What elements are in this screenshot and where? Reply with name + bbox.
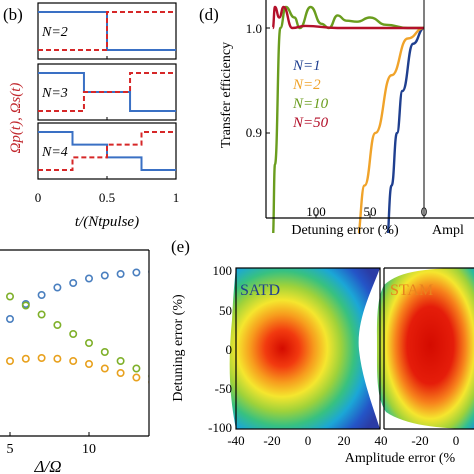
panel-e-xtick: -40 — [227, 433, 244, 448]
panel-d-xticks: 100 50 0 — [306, 204, 427, 219]
series-line-n-10 — [272, 5, 424, 233]
scatter-point — [132, 364, 141, 373]
series-line-n-1 — [386, 26, 425, 233]
omega-p-line — [38, 72, 176, 112]
panel-c-xtick: 5 — [7, 442, 14, 457]
legend-entry: N=2 — [292, 77, 321, 93]
panel-e-maps — [229, 268, 474, 429]
scatter-point — [116, 356, 125, 365]
panel-e-ytick: 50 — [219, 303, 232, 318]
panel-e-ytick: -50 — [215, 381, 232, 396]
scatter-point — [100, 347, 109, 356]
panel-d: (d) Transfer efficiency 1.0 0.9 100 50 0… — [199, 0, 474, 238]
scatter-point — [148, 379, 149, 385]
panel-e-xticks: -40 -20 0 20 40 -20 0 — [227, 433, 459, 448]
series-line-n-2 — [357, 26, 425, 233]
panel-e-xtick: 0 — [453, 433, 460, 448]
panel-b-xtick: 1 — [173, 190, 180, 205]
scatter-point — [85, 359, 94, 368]
panel-e-xtick: -20 — [411, 433, 428, 448]
scatter-point — [6, 314, 15, 323]
scatter-point — [85, 274, 94, 283]
panel-b-row-label: N=2 — [41, 25, 68, 40]
scatter-point — [148, 269, 149, 275]
scatter-point — [132, 373, 141, 382]
panel-b-row-label: N=3 — [41, 86, 68, 101]
panel-d-series — [271, 5, 425, 233]
scatter-point — [69, 329, 78, 338]
panel-e-yticks: 100 50 0 -50 -100 — [208, 263, 232, 435]
panel-b-xtick: 0 — [35, 190, 42, 205]
panel-b-xaxis: 0 0.5 1 t/(Ntpulse) — [35, 190, 180, 230]
panel-b-rows: N=2 N=3 N=4 — [37, 2, 177, 180]
scatter-point — [69, 278, 78, 287]
panel-b-xtick: 0.5 — [99, 190, 115, 205]
panel-e-xtick: 40 — [375, 433, 388, 448]
scatter-point — [132, 268, 141, 277]
scatter-point — [148, 373, 149, 379]
panel-e-xtick: 20 — [338, 433, 351, 448]
panel-d-yticks: 1.0 0.9 — [246, 21, 262, 140]
panel-c-series — [6, 268, 149, 385]
scatter-point — [116, 269, 125, 278]
panel-b-xlabel: t/(Ntpulse) — [75, 214, 139, 230]
scatter-point — [53, 283, 62, 292]
panel-d-xlabel-left: Detuning error (%) — [291, 223, 399, 238]
panel-e-ylabel: Detuning error (%) — [171, 294, 186, 402]
panel-e-ytick: 100 — [213, 263, 233, 278]
scatter-point — [116, 368, 125, 377]
legend-entry: N=1 — [292, 58, 321, 74]
scatter-point — [37, 310, 46, 319]
panel-d-xtick: 50 — [364, 204, 377, 219]
panel-e: (e) Detuning error (%) SATD STAM 100 50 … — [171, 237, 474, 466]
legend-entry: N=10 — [292, 96, 329, 112]
panel-d-legend: N=1 N=2 N=10 N=50 — [292, 58, 329, 131]
omega-p-line — [38, 11, 176, 51]
panel-b: (b) Ωp(t), Ωs(t) N=2 N=3 N=4 0 0.5 1 t/(Nt… — [3, 2, 180, 230]
panel-c-xlabel: Δ/Ω — [34, 457, 62, 474]
scatter-point — [6, 292, 15, 301]
panel-d-xlabel-right: Ampl — [432, 223, 464, 238]
scatter-point — [100, 364, 109, 373]
scatter-point — [85, 338, 94, 347]
scatter-point — [21, 301, 30, 310]
scatter-point — [100, 271, 109, 280]
panel-e-xlabel: Amplitude error (% — [345, 451, 456, 466]
scatter-point — [53, 320, 62, 329]
panel-c-xtick: 10 — [82, 442, 96, 457]
panel-d-xtick: 100 — [306, 204, 326, 219]
satd-label: SATD — [240, 282, 280, 299]
scatter-point — [69, 356, 78, 365]
scatter-point — [21, 354, 30, 363]
panel-e-xtick: 0 — [305, 433, 312, 448]
panel-e-ytick: -100 — [208, 420, 232, 435]
panel-c: 5 10 Δ/Ω — [0, 249, 150, 474]
satd-frame — [235, 267, 381, 430]
scatter-point — [37, 353, 46, 362]
panel-d-ytick: 1.0 — [246, 21, 262, 36]
scatter-point — [6, 356, 15, 365]
scatter-point — [53, 354, 62, 363]
series-line-n-50 — [271, 5, 424, 30]
panel-d-xtick: 0 — [421, 204, 428, 219]
legend-entry: N=50 — [292, 115, 329, 131]
panel-b-row-label: N=4 — [41, 145, 68, 160]
panel-d-ytick: 0.9 — [246, 125, 262, 140]
panel-b-letter: (b) — [3, 5, 23, 24]
omega-p-line — [38, 131, 176, 171]
panel-e-xtick: -20 — [263, 433, 280, 448]
stam-label: STAM — [390, 282, 433, 299]
panel-e-letter: (e) — [171, 237, 190, 256]
panel-b-ylabel: Ωp(t), Ωs(t) — [8, 83, 24, 154]
scatter-point — [37, 290, 46, 299]
satd-heatmap — [229, 268, 380, 429]
panel-e-ytick: 0 — [226, 342, 233, 357]
stam-heatmap — [376, 268, 474, 429]
panel-d-letter: (d) — [199, 5, 219, 24]
panel-d-ylabel: Transfer efficiency — [219, 42, 234, 148]
